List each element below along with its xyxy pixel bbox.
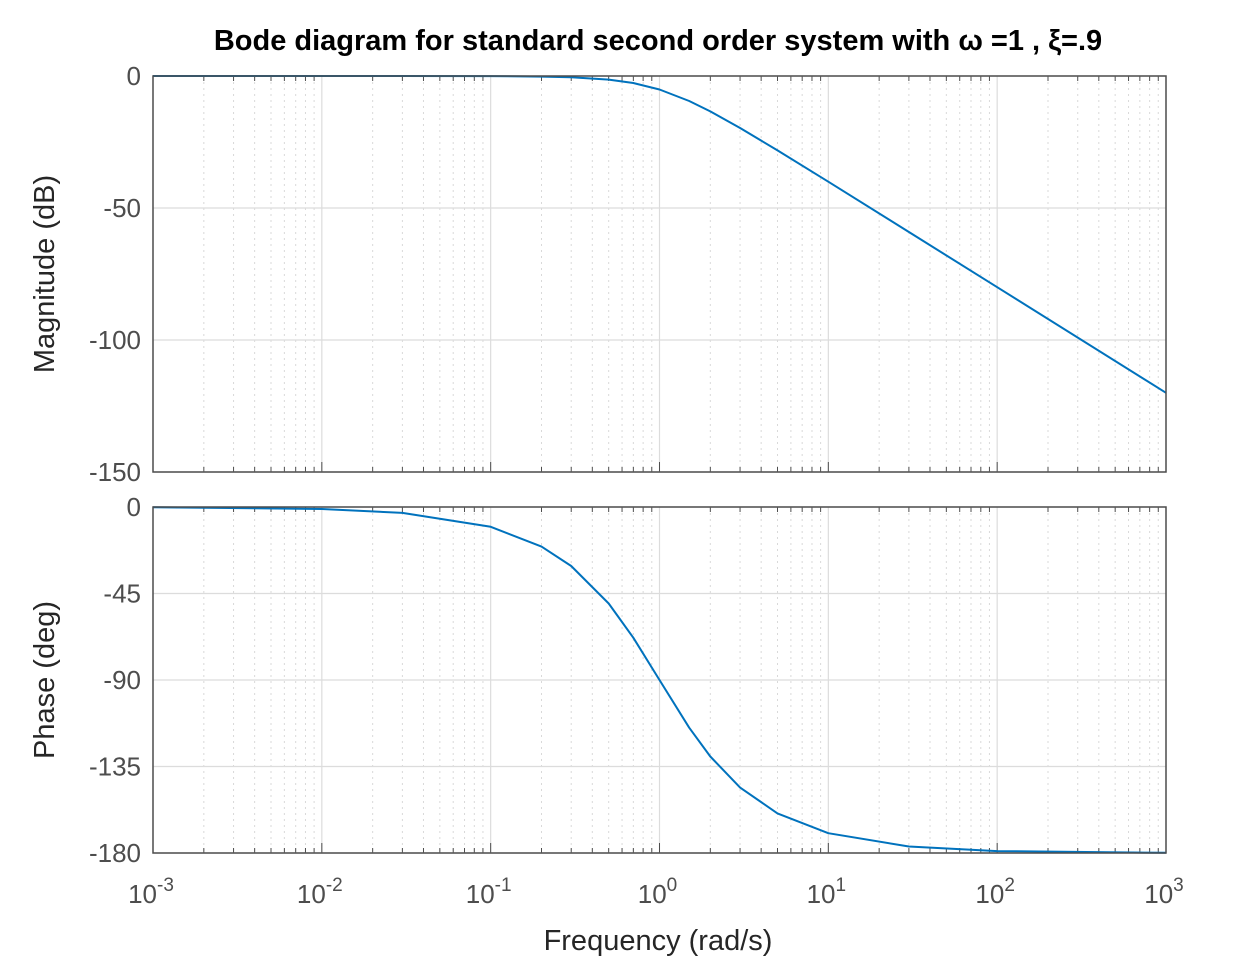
x-tick-base: 10 bbox=[466, 879, 495, 909]
phase-series-line bbox=[152, 506, 1167, 854]
x-tick-label: 101 bbox=[807, 875, 847, 909]
x-tick-label: 10-1 bbox=[466, 875, 512, 909]
x-tick-label: 10-2 bbox=[297, 875, 343, 909]
magnitude-y-tick-label: -150 bbox=[89, 457, 141, 487]
x-tick-label: 103 bbox=[1144, 875, 1184, 909]
x-tick-base: 10 bbox=[1144, 879, 1173, 909]
phase-y-tick-label: -180 bbox=[89, 838, 141, 868]
x-tick-base: 10 bbox=[297, 879, 326, 909]
phase-y-tick-label: -90 bbox=[103, 665, 141, 695]
x-tick-base: 10 bbox=[975, 879, 1004, 909]
x-axis-label: Frequency (rad/s) bbox=[544, 925, 773, 957]
magnitude-y-tick-label: -100 bbox=[89, 325, 141, 355]
x-tick-exponent: -1 bbox=[495, 875, 512, 896]
x-tick-base: 10 bbox=[638, 879, 667, 909]
magnitude-axes-frame bbox=[152, 75, 1167, 473]
x-tick-label: 102 bbox=[975, 875, 1015, 909]
phase-y-tick-label: 0 bbox=[127, 492, 141, 522]
phase-axes-frame bbox=[152, 506, 1167, 854]
x-tick-label: 10-3 bbox=[128, 875, 174, 909]
x-tick-label: 100 bbox=[638, 875, 678, 909]
phase-y-tick-label: -45 bbox=[103, 579, 141, 609]
magnitude-y-tick-label: 0 bbox=[127, 61, 141, 91]
x-tick-base: 10 bbox=[807, 879, 836, 909]
phase-y-tick-label: -135 bbox=[89, 752, 141, 782]
magnitude-y-tick-label: -50 bbox=[103, 193, 141, 223]
x-tick-exponent: -2 bbox=[326, 875, 343, 896]
magnitude-y-axis-label: Magnitude (dB) bbox=[29, 175, 61, 373]
x-tick-exponent: -3 bbox=[157, 875, 174, 896]
x-tick-exponent: 0 bbox=[667, 875, 678, 896]
x-tick-exponent: 2 bbox=[1004, 875, 1015, 896]
x-tick-exponent: 1 bbox=[836, 875, 847, 896]
x-tick-base: 10 bbox=[128, 879, 157, 909]
chart-title: Bode diagram for standard second order s… bbox=[214, 25, 1102, 57]
phase-y-axis-label: Phase (deg) bbox=[29, 601, 61, 759]
x-tick-exponent: 3 bbox=[1173, 875, 1184, 896]
